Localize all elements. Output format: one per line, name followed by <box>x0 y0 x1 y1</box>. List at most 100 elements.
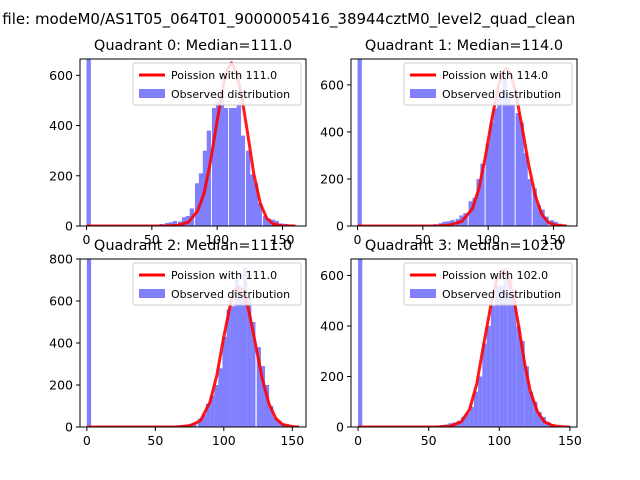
y-tick-label: 600 <box>49 68 73 83</box>
legend-poisson-label: Poission with 102.0 <box>442 269 548 282</box>
histogram-bar <box>226 309 231 427</box>
histogram-bar <box>218 368 223 427</box>
histogram-bar <box>206 403 211 427</box>
x-tick-label: 150 <box>271 232 295 247</box>
histogram-bar <box>507 280 513 427</box>
histogram-bar <box>486 325 491 427</box>
y-tick-label: 600 <box>320 77 344 92</box>
x-tick-label: 100 <box>212 433 236 448</box>
legend-frame <box>403 262 573 306</box>
x-tick-label: 50 <box>144 232 160 247</box>
legend-observed-swatch <box>139 89 165 98</box>
y-tick-label: 400 <box>320 124 344 139</box>
y-tick-label: 200 <box>320 171 344 186</box>
x-tick-label: 100 <box>487 433 511 448</box>
histogram-bar <box>277 420 282 427</box>
histogram-bar <box>257 203 262 226</box>
histogram-bar <box>247 296 252 427</box>
legend-observed-label: Observed distribution <box>171 288 290 301</box>
histogram-bar <box>249 174 255 226</box>
y-tick-label: 200 <box>49 168 73 183</box>
histogram-bar <box>240 135 245 226</box>
legend-observed-label: Observed distribution <box>171 88 290 101</box>
histogram-bar <box>228 107 234 226</box>
histogram-bar <box>478 376 483 427</box>
x-tick-label: 150 <box>558 433 582 448</box>
histogram-bar <box>236 105 242 226</box>
histogram-bar <box>476 178 481 226</box>
y-tick-label: 0 <box>336 219 344 234</box>
histogram-bar <box>533 401 538 427</box>
histogram-bar <box>214 385 219 427</box>
histogram-bar <box>256 347 261 427</box>
histogram-bar <box>215 101 221 226</box>
histogram-bar <box>461 416 466 427</box>
histogram-bar <box>168 222 174 226</box>
histogram-bar <box>524 366 529 427</box>
histogram-bar <box>253 183 259 226</box>
subplot-quadrant-3: 0 50 100 150 0 200 400 600 Quadrant 3: Median=10… <box>320 238 582 448</box>
histogram-bar <box>222 336 227 427</box>
plot-area <box>358 259 570 427</box>
histogram-bar <box>463 213 468 226</box>
plot-area <box>86 59 296 226</box>
histogram-bar <box>260 366 266 427</box>
histogram-bar <box>273 417 278 427</box>
histogram-bar <box>503 267 508 427</box>
histogram-bar <box>194 183 200 226</box>
histogram-bar <box>446 221 451 226</box>
x-tick-label: 0 <box>83 433 91 448</box>
legend-observed-label: Observed distribution <box>442 88 561 101</box>
histogram-bar <box>493 108 498 226</box>
y-tick-label: 200 <box>320 369 344 384</box>
histogram-bar <box>485 143 490 226</box>
histogram-bar <box>473 391 479 427</box>
x-tick-label: 100 <box>205 232 229 247</box>
histogram-bar <box>537 411 542 427</box>
subplot-quadrant-0: 0 50 100 150 0 200 400 600 Quadrant 0: Median=11… <box>49 38 307 247</box>
histogram-bar-zero <box>357 59 362 226</box>
subplot-title: Quadrant 2: Median=111.0 <box>94 238 292 254</box>
histogram-bar <box>245 150 251 226</box>
y-tick-label: 800 <box>49 252 73 267</box>
legend: Poission with 114.0 Observed distribution <box>403 62 573 106</box>
histogram-bar <box>502 75 507 226</box>
histogram-bar <box>181 217 187 226</box>
legend-poisson-label: Poission with 114.0 <box>442 69 548 82</box>
x-tick-label: 50 <box>421 433 437 448</box>
histogram-bar <box>499 285 504 427</box>
histogram-bar <box>264 385 270 427</box>
axes-frame <box>350 258 578 428</box>
y-tick-label: 200 <box>49 378 73 393</box>
histogram-bar <box>519 122 524 226</box>
histogram-bar-zero <box>86 259 92 427</box>
histogram-bar <box>469 406 474 427</box>
y-tick-label: 600 <box>49 294 73 309</box>
histogram-bar <box>219 89 225 226</box>
histogram-bar <box>528 391 534 427</box>
histogram-bar <box>442 221 447 226</box>
histogram-bar <box>251 322 256 427</box>
legend-frame <box>403 62 573 106</box>
plot-area <box>357 59 571 226</box>
y-tick-label: 400 <box>49 118 73 133</box>
x-tick-label: 0 <box>83 232 91 247</box>
histogram-bar <box>210 395 215 427</box>
legend-observed-swatch <box>410 289 436 298</box>
histogram-bar <box>540 209 545 226</box>
histogram-bar <box>523 153 528 226</box>
histogram-bar <box>262 215 268 226</box>
y-tick-label: 0 <box>65 420 73 435</box>
legend-frame <box>132 62 302 106</box>
x-tick-label: 0 <box>354 232 362 247</box>
axes-frame <box>79 58 307 227</box>
histogram-bar <box>206 130 212 226</box>
legend-poisson-label: Poission with 111.0 <box>171 269 277 282</box>
histogram-bar <box>497 95 502 226</box>
legend-frame <box>132 262 302 306</box>
legend: Poission with 111.0 Observed distribution <box>132 62 302 106</box>
histogram-bar <box>172 220 178 226</box>
histogram-bar <box>223 107 229 226</box>
legend-observed-swatch <box>139 289 165 298</box>
x-tick-label: 50 <box>415 232 431 247</box>
